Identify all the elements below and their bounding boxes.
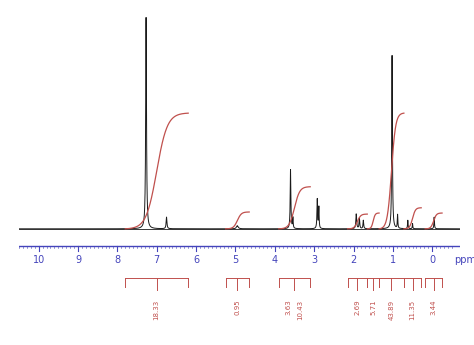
Text: 3: 3 — [311, 255, 317, 265]
Text: 10: 10 — [33, 255, 45, 265]
Text: 43.89: 43.89 — [389, 299, 394, 319]
Text: 11.35: 11.35 — [410, 299, 416, 319]
Text: 5.71: 5.71 — [370, 299, 376, 315]
Text: 0: 0 — [429, 255, 435, 265]
Text: 3.63: 3.63 — [286, 299, 292, 315]
Text: 6: 6 — [193, 255, 199, 265]
Text: 8: 8 — [114, 255, 120, 265]
Text: 18.33: 18.33 — [154, 299, 160, 320]
Text: 3.44: 3.44 — [430, 299, 437, 315]
Text: 5: 5 — [232, 255, 238, 265]
Text: 9: 9 — [75, 255, 81, 265]
Text: 2.69: 2.69 — [355, 299, 360, 315]
Text: 7: 7 — [154, 255, 160, 265]
Text: 4: 4 — [272, 255, 278, 265]
Text: 10.43: 10.43 — [297, 299, 303, 319]
Text: 0.95: 0.95 — [235, 299, 240, 315]
Text: 1: 1 — [390, 255, 396, 265]
Text: ppm: ppm — [454, 255, 474, 265]
Text: 2: 2 — [350, 255, 356, 265]
